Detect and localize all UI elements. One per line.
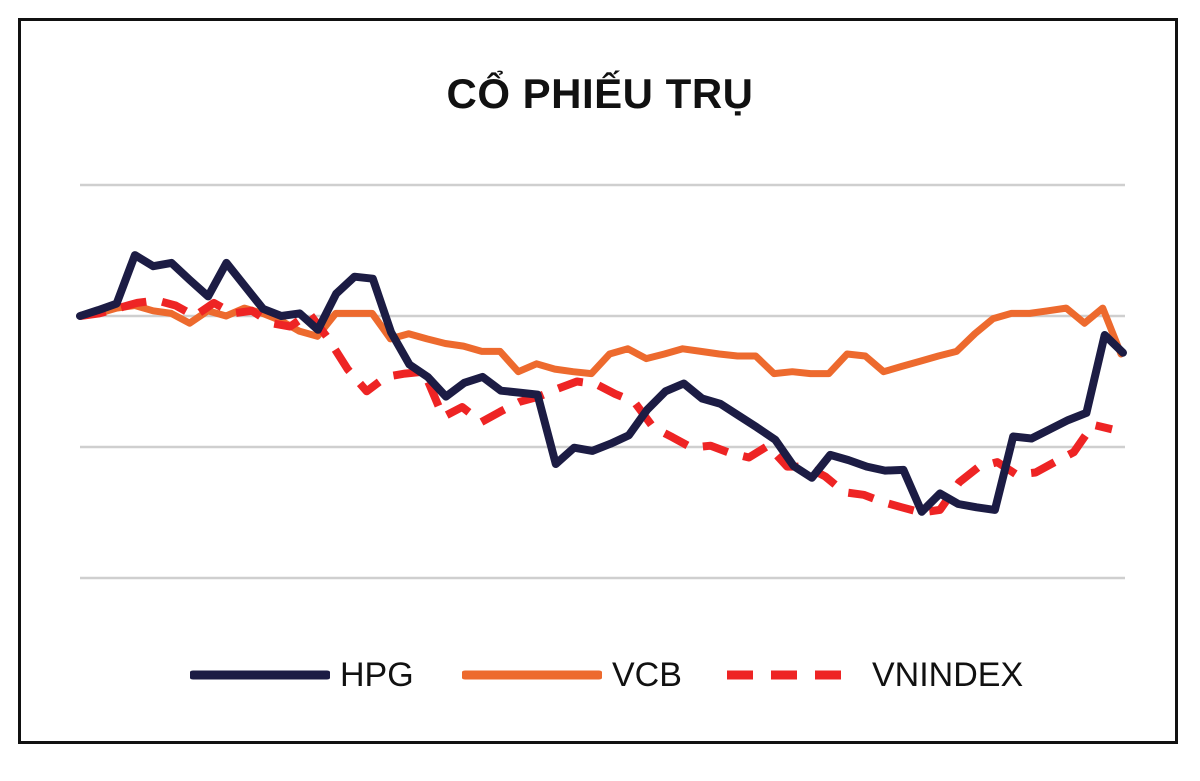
legend-label-vcb: VCB bbox=[612, 655, 682, 694]
legend: HPG VCB VNINDEX bbox=[0, 650, 1200, 700]
legend-item-vcb: VCB bbox=[462, 650, 682, 700]
gridlines bbox=[80, 183, 1125, 580]
chart-frame bbox=[18, 18, 1178, 744]
legend-swatch-vcb bbox=[462, 670, 602, 680]
series-line-vnindex bbox=[79, 296, 1113, 517]
legend-swatch-hpg bbox=[190, 670, 330, 680]
legend-swatch-vnindex bbox=[727, 670, 857, 680]
legend-label-vnindex: VNINDEX bbox=[872, 655, 1024, 694]
series-lines bbox=[76, 251, 1127, 517]
series-line-hpg bbox=[76, 251, 1127, 516]
chart-title: CỔ PHIẾU TRỤ bbox=[446, 70, 754, 117]
legend-label-hpg: HPG bbox=[340, 655, 414, 694]
legend-item-vnindex: VNINDEX bbox=[722, 650, 1023, 700]
legend-item-hpg: HPG bbox=[190, 650, 414, 700]
